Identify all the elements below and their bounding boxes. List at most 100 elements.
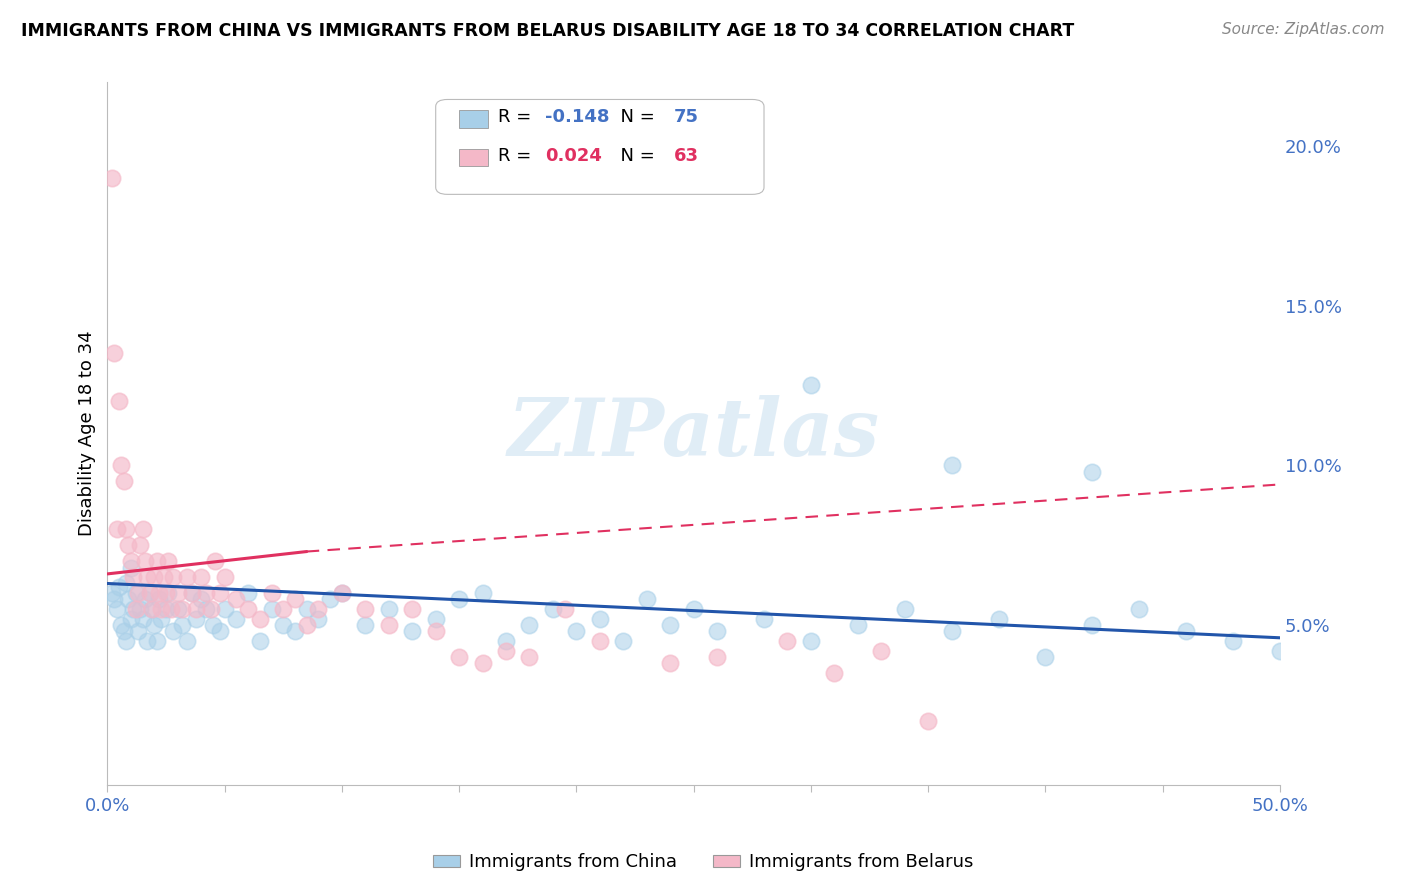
Text: N =: N = — [609, 108, 661, 126]
Point — [117, 592, 139, 607]
Point — [214, 570, 236, 584]
Point — [201, 618, 224, 632]
Point — [295, 618, 318, 632]
Point — [682, 602, 704, 616]
Point — [495, 643, 517, 657]
Point — [401, 624, 423, 639]
FancyBboxPatch shape — [436, 100, 763, 194]
Point — [1035, 650, 1057, 665]
Point — [307, 612, 329, 626]
Bar — [460, 110, 488, 128]
Point — [271, 602, 294, 616]
Point — [519, 650, 541, 665]
Point — [236, 602, 259, 616]
Text: IMMIGRANTS FROM CHINA VS IMMIGRANTS FROM BELARUS DISABILITY AGE 18 TO 34 CORRELA: IMMIGRANTS FROM CHINA VS IMMIGRANTS FROM… — [21, 22, 1074, 40]
Point — [157, 586, 180, 600]
Point — [225, 592, 247, 607]
Point — [176, 570, 198, 584]
Point — [148, 592, 170, 607]
Point — [129, 602, 152, 616]
Point — [115, 634, 138, 648]
Point — [612, 634, 634, 648]
Point — [124, 586, 146, 600]
Point — [120, 612, 142, 626]
Point — [105, 522, 128, 536]
Point — [249, 612, 271, 626]
Y-axis label: Disability Age 18 to 34: Disability Age 18 to 34 — [79, 331, 96, 536]
Point — [190, 570, 212, 584]
Point — [706, 624, 728, 639]
Point — [260, 586, 283, 600]
Point — [115, 522, 138, 536]
Point — [284, 592, 307, 607]
Point — [150, 602, 173, 616]
Point — [354, 602, 377, 616]
Point — [120, 554, 142, 568]
Point — [141, 602, 163, 616]
Bar — [460, 149, 488, 166]
Point — [425, 612, 447, 626]
Point — [214, 602, 236, 616]
Point — [449, 650, 471, 665]
Point — [354, 618, 377, 632]
Point — [987, 612, 1010, 626]
Point — [150, 612, 173, 626]
Point — [271, 618, 294, 632]
Point — [941, 624, 963, 639]
Point — [101, 170, 124, 185]
Point — [176, 634, 198, 648]
Point — [136, 570, 159, 584]
Point — [378, 602, 401, 616]
Point — [148, 586, 170, 600]
Point — [1222, 634, 1244, 648]
Point — [101, 586, 124, 600]
Point — [776, 634, 799, 648]
Point — [706, 650, 728, 665]
Point — [172, 602, 194, 616]
Text: Source: ZipAtlas.com: Source: ZipAtlas.com — [1222, 22, 1385, 37]
Point — [110, 458, 132, 473]
Text: -0.148: -0.148 — [544, 108, 609, 126]
Point — [141, 602, 163, 616]
Point — [134, 592, 156, 607]
Point — [295, 602, 318, 616]
Point — [1081, 465, 1104, 479]
Point — [260, 602, 283, 616]
Point — [131, 522, 153, 536]
Point — [186, 602, 208, 616]
Point — [589, 634, 612, 648]
Point — [180, 586, 202, 600]
Text: ZIPatlas: ZIPatlas — [508, 394, 880, 472]
Point — [800, 634, 823, 648]
Point — [800, 378, 823, 392]
Text: R =: R = — [498, 146, 537, 165]
Point — [112, 624, 135, 639]
Point — [846, 618, 869, 632]
Point — [115, 576, 138, 591]
Point — [636, 592, 658, 607]
Point — [378, 618, 401, 632]
Point — [330, 586, 353, 600]
Point — [162, 624, 184, 639]
Point — [204, 554, 226, 568]
Point — [1081, 618, 1104, 632]
Point — [129, 538, 152, 552]
Point — [166, 586, 188, 600]
Text: N =: N = — [609, 146, 661, 165]
Point — [659, 618, 682, 632]
Point — [162, 570, 184, 584]
Point — [519, 618, 541, 632]
Point — [127, 624, 149, 639]
Point — [108, 580, 131, 594]
Point — [330, 586, 353, 600]
Point — [1268, 643, 1291, 657]
Point — [145, 634, 167, 648]
Point — [225, 612, 247, 626]
Point — [110, 618, 132, 632]
Point — [541, 602, 564, 616]
Point — [893, 602, 915, 616]
Point — [554, 602, 576, 616]
Point — [155, 602, 177, 616]
Point — [105, 602, 128, 616]
Point — [917, 714, 939, 728]
